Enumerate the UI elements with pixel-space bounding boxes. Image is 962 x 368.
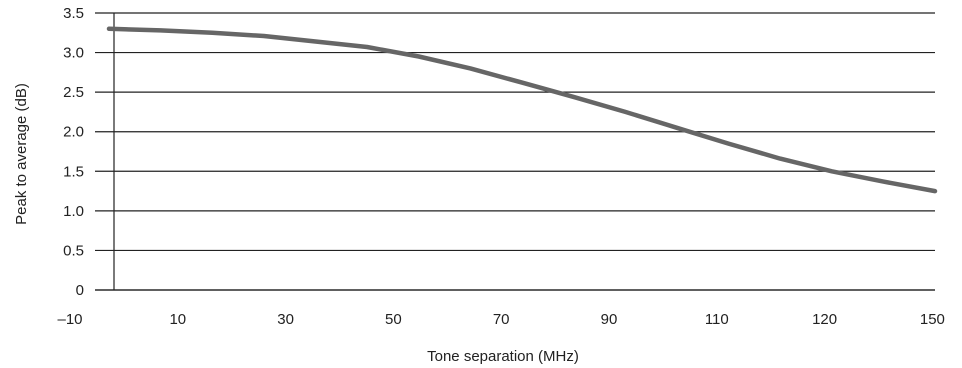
x-tick-labels: –10 10 30 50 70 90 110 120 150 [57, 311, 944, 328]
y-tick-label: 0 [76, 282, 84, 299]
y-tick-label: 0.5 [63, 242, 84, 259]
y-axis-title: Peak to average (dB) [13, 83, 30, 225]
x-tick-label: 120 [812, 311, 837, 328]
y-tick-label: 2.0 [63, 124, 84, 141]
y-tick-labels: 0 0.5 1.0 1.5 2.0 2.5 3.0 3.5 [63, 5, 84, 299]
y-tick-label: 1.0 [63, 203, 84, 220]
y-tick-label: 3.5 [63, 5, 84, 22]
y-tick-label: 2.5 [63, 84, 84, 101]
x-tick-label: 90 [601, 311, 618, 328]
x-tick-label: –10 [57, 311, 82, 328]
y-tick-label: 1.5 [63, 163, 84, 180]
x-tick-label: 70 [493, 311, 510, 328]
x-tick-label: 50 [385, 311, 402, 328]
x-tick-label: 150 [920, 311, 945, 328]
grid-lines [95, 12, 935, 291]
y-tick-label: 3.0 [63, 45, 84, 62]
series-line [106, 26, 938, 194]
x-tick-label: 10 [169, 311, 186, 328]
x-axis-title: Tone separation (MHz) [427, 348, 579, 365]
x-tick-label: 110 [705, 311, 729, 328]
x-tick-label: 30 [277, 311, 294, 328]
